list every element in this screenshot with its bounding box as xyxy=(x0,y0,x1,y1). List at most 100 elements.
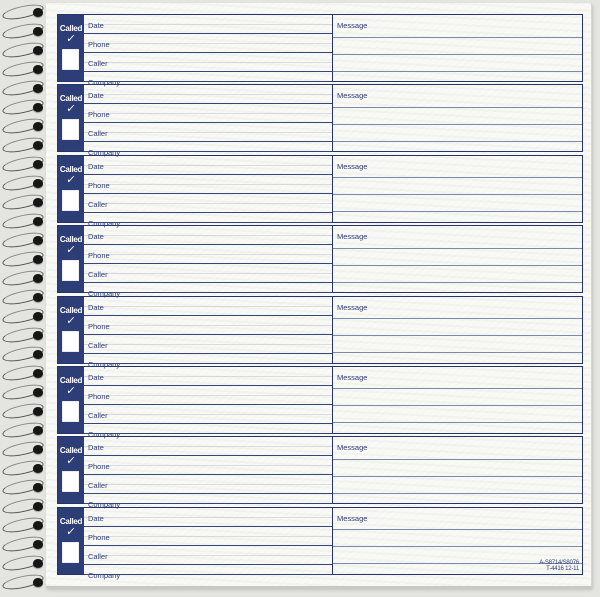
message-entry-section: Called ✓ Date Phone Caller Company Messa… xyxy=(57,506,583,580)
called-block: Called ✓ xyxy=(58,15,84,81)
message-rule-line xyxy=(333,247,582,249)
message-column: Message xyxy=(332,85,582,152)
message-rule-line xyxy=(333,140,582,142)
phone-field-row: Phone xyxy=(84,104,332,124)
message-rule-line xyxy=(333,281,582,283)
message-rule-line xyxy=(333,352,582,354)
caller-fields: Date Phone Caller Company xyxy=(84,15,332,87)
called-block: Called ✓ xyxy=(58,437,84,504)
message-column: Message xyxy=(332,226,582,293)
date-field-row: Date xyxy=(84,85,332,105)
date-field-row: Date xyxy=(84,367,332,386)
phone-field-row: Phone xyxy=(84,456,332,476)
date-field-row: Date xyxy=(84,156,332,175)
caller-field-row: Caller xyxy=(84,335,332,354)
message-rule-line xyxy=(333,264,582,266)
message-column: Message xyxy=(332,296,582,363)
form-code-line1: A-S8714/S8076 xyxy=(539,559,579,566)
called-label: Called xyxy=(59,164,83,174)
checkmark-icon: ✓ xyxy=(65,314,77,327)
message-label: Message xyxy=(337,513,368,523)
spiral-coil xyxy=(0,77,52,99)
message-rule-line xyxy=(333,194,582,196)
coil-end-dot xyxy=(33,388,43,397)
form-code-line2: T-4416 12-11 xyxy=(546,566,579,573)
called-checkbox xyxy=(62,330,79,352)
spiral-coil xyxy=(0,457,52,479)
date-label: Date xyxy=(88,372,104,382)
spiral-coil xyxy=(0,248,52,270)
coil-end-dot xyxy=(33,521,43,530)
date-label: Date xyxy=(88,513,104,523)
message-label: Message xyxy=(337,372,368,382)
coil-end-dot xyxy=(33,445,43,454)
coil-end-dot xyxy=(33,122,43,131)
message-rule-line xyxy=(333,177,582,179)
company-field-row: Company xyxy=(84,565,332,583)
date-label: Date xyxy=(88,21,104,30)
coil-end-dot xyxy=(33,312,43,321)
message-label: Message xyxy=(337,91,368,101)
message-rule-line xyxy=(333,123,582,125)
called-checkbox xyxy=(62,400,79,422)
spiral-coil xyxy=(0,229,52,251)
message-label: Message xyxy=(337,161,368,171)
company-label: Company xyxy=(88,359,121,369)
company-label: Company xyxy=(88,148,121,158)
coil-end-dot xyxy=(33,27,43,36)
checkmark-icon: ✓ xyxy=(65,525,77,538)
coil-end-dot xyxy=(33,426,43,435)
message-label: Message xyxy=(337,443,368,453)
spiral-coil xyxy=(0,96,52,118)
called-block: Called ✓ xyxy=(58,366,84,433)
coil-end-dot xyxy=(33,407,43,416)
date-field-row: Date xyxy=(84,15,332,34)
coil-end-dot xyxy=(33,540,43,549)
spiral-coil xyxy=(0,495,52,517)
phone-label: Phone xyxy=(88,251,110,261)
phone-label: Phone xyxy=(88,462,110,472)
message-rule-line xyxy=(333,475,582,477)
caller-field-row: Caller xyxy=(84,194,332,213)
message-rule-line xyxy=(333,335,582,337)
called-checkbox xyxy=(62,260,79,282)
spiral-coil xyxy=(0,476,52,498)
caller-field-row: Caller xyxy=(84,475,332,495)
spiral-coil xyxy=(0,115,52,137)
phone-label: Phone xyxy=(88,321,110,331)
spiral-coil xyxy=(0,305,52,327)
spiral-coil xyxy=(0,172,52,194)
message-entry-section: Called ✓ Date Phone Caller Company Messa… xyxy=(57,84,583,157)
company-field-row: Company xyxy=(84,354,332,372)
coil-end-dot xyxy=(33,141,43,150)
caller-field-row: Caller xyxy=(84,123,332,143)
message-rule-line xyxy=(333,458,582,460)
form-code: A-S8714/S8076 T-4416 12-11 xyxy=(539,560,579,573)
message-rule-line xyxy=(333,211,582,213)
message-rule-line xyxy=(333,106,582,108)
coil-end-dot xyxy=(33,198,43,207)
spiral-coil xyxy=(0,514,52,536)
coil-end-dot xyxy=(33,350,43,359)
message-column: Message A-S8714/S8076 T-4416 12-11 xyxy=(332,507,582,574)
spiral-coil xyxy=(0,210,52,232)
date-field-row: Date xyxy=(84,297,332,316)
coil-end-dot xyxy=(33,84,43,93)
company-label: Company xyxy=(88,78,121,87)
message-label: Message xyxy=(337,302,368,312)
phone-field-row: Phone xyxy=(84,245,332,265)
caller-label: Caller xyxy=(88,129,108,139)
caller-fields: Date Phone Caller Company xyxy=(84,85,332,157)
called-label: Called xyxy=(59,446,83,456)
message-rule-line xyxy=(333,492,582,494)
spiral-coil xyxy=(0,191,52,213)
caller-fields: Date Phone Caller Company xyxy=(84,156,332,228)
phone-field-row: Phone xyxy=(84,34,332,53)
called-label: Called xyxy=(59,375,83,385)
caller-field-row: Caller xyxy=(84,264,332,284)
checkmark-icon: ✓ xyxy=(65,33,77,45)
spiral-coil xyxy=(0,324,52,346)
date-label: Date xyxy=(88,232,104,242)
message-rule-line xyxy=(333,405,582,407)
coil-end-dot xyxy=(33,578,43,587)
